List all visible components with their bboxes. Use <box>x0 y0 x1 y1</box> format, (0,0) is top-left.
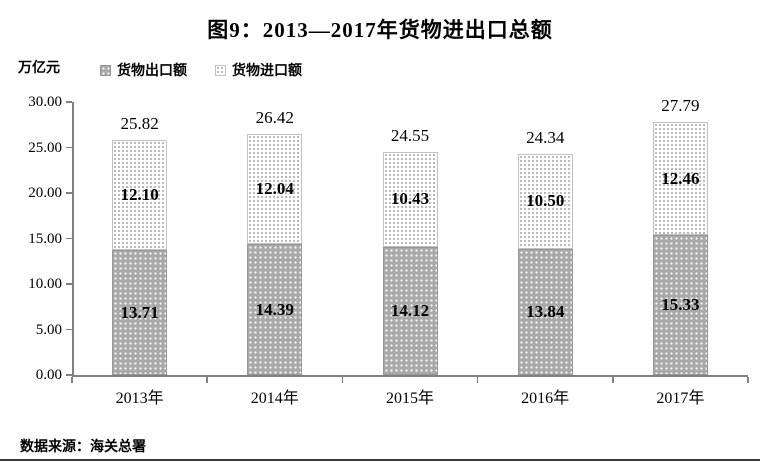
y-tick-label: 10.00 <box>28 276 62 292</box>
legend-item-import: 货物进口额 <box>215 60 302 80</box>
bar-import-value-label: 12.04 <box>255 179 294 199</box>
x-axis-tick <box>341 377 344 383</box>
bar-segment-export <box>247 244 303 375</box>
bottom-divider <box>0 459 760 461</box>
y-axis-tick <box>66 237 72 240</box>
bar-export-value-label: 14.39 <box>255 299 294 319</box>
y-axis-tick <box>66 283 72 285</box>
y-axis-line <box>72 102 74 375</box>
y-tick-label: 5.00 <box>35 321 62 338</box>
x-category-label: 2013年 <box>115 390 164 407</box>
x-category-label: 2015年 <box>385 390 434 407</box>
bar-import-value-label: 12.46 <box>661 168 700 188</box>
y-axis-tick <box>66 192 72 194</box>
bar-segment-import <box>517 153 573 250</box>
bar-import-value-label: 10.50 <box>526 191 565 211</box>
y-axis-tick <box>66 328 72 331</box>
legend-item-export: 货物出口额 <box>100 60 187 80</box>
x-axis-line <box>72 375 748 377</box>
y-tick-label: 25.00 <box>28 139 62 156</box>
export-series-swatch-icon <box>100 64 111 76</box>
x-axis-tick <box>747 377 749 383</box>
import-series-swatch-icon <box>215 64 226 76</box>
y-tick-label: 20.00 <box>28 185 62 201</box>
y-axis-unit-label: 万亿元 <box>18 61 60 76</box>
bar-segment-import <box>382 151 438 247</box>
x-axis-tick <box>476 377 479 383</box>
data-source-note: 数据来源：海关总署 <box>20 440 146 455</box>
bar-total-label: 27.79 <box>661 96 700 116</box>
bar-export-value-label: 13.71 <box>120 302 159 322</box>
x-axis-tick <box>206 377 208 383</box>
x-axis-tick <box>71 377 73 383</box>
y-axis-tick <box>66 101 72 103</box>
bar-segment-export <box>517 249 573 375</box>
y-tick-label: 15.00 <box>28 230 62 247</box>
x-category-label: 2017年 <box>656 390 705 407</box>
y-axis-tick <box>66 146 72 149</box>
legend-label-import: 货物进口额 <box>232 64 302 79</box>
bar-segment-import <box>112 140 168 251</box>
bar-import-value-label: 10.43 <box>390 189 430 209</box>
bar-segment-import <box>247 134 303 245</box>
legend-label-export: 货物出口额 <box>117 64 187 79</box>
bar-export-value-label: 13.84 <box>526 302 565 322</box>
chart-title: 图9：2013—2017年货物进出口总额 <box>207 18 553 42</box>
legend: 货物出口额 货物进口额 <box>100 60 302 80</box>
bar-segment-export <box>112 250 168 375</box>
bar-export-value-label: 15.33 <box>661 295 700 315</box>
bar-import-value-label: 12.10 <box>120 185 159 205</box>
bar-segment-export <box>382 246 438 375</box>
bar-segment-import <box>652 122 708 236</box>
y-tick-label: 30.00 <box>28 94 62 110</box>
bar-total-label: 24.34 <box>526 127 565 147</box>
x-category-label: 2014年 <box>250 390 299 407</box>
x-axis-tick <box>612 377 614 383</box>
bar-segment-export <box>652 235 708 375</box>
bar-total-label: 24.55 <box>390 125 430 145</box>
bar-total-label: 25.82 <box>120 114 159 134</box>
bar-export-value-label: 14.12 <box>390 300 430 320</box>
x-category-label: 2016年 <box>521 390 570 407</box>
y-axis-tick <box>66 374 72 376</box>
bar-total-label: 26.42 <box>255 108 294 128</box>
y-tick-label: 0.00 <box>35 367 62 383</box>
